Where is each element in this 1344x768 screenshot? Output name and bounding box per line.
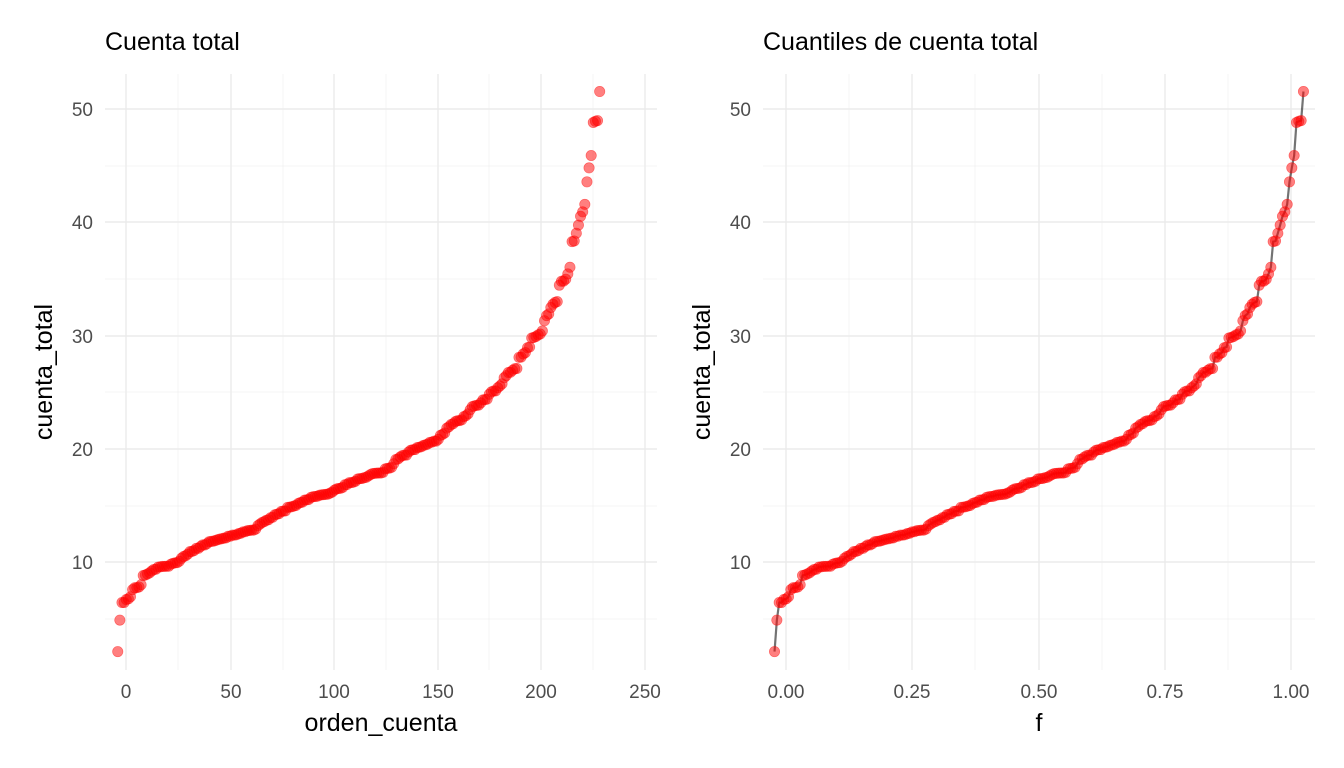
data-point: [579, 198, 591, 210]
x-axis: 0 50 100 150 200 250: [121, 682, 661, 703]
y-tick-label: 40: [72, 213, 93, 234]
y-tick-label: 10: [730, 553, 751, 574]
y-axis-title: cuenta_total: [30, 304, 58, 440]
y-axis: 10 20 30 40 50: [730, 100, 751, 574]
y-tick-label: 10: [72, 553, 93, 574]
chart-title: Cuantiles de cuenta total: [763, 28, 1038, 56]
data-point: [564, 261, 576, 273]
data-point: [583, 162, 595, 174]
data-point: [794, 579, 806, 591]
y-tick-label: 40: [730, 213, 751, 234]
x-tick-label: 0.75: [1147, 682, 1184, 703]
data-point: [536, 325, 548, 337]
y-tick-label: 20: [730, 440, 751, 461]
x-tick-label: 0.00: [768, 682, 805, 703]
y-tick-label: 30: [730, 327, 751, 348]
x-axis: 0.00 0.25 0.50 0.75 1.00: [768, 682, 1310, 703]
y-tick-label: 30: [72, 327, 93, 348]
data-point: [1288, 150, 1300, 162]
data-point: [1297, 85, 1309, 97]
x-axis-title: f: [1036, 709, 1043, 737]
data-point: [1283, 176, 1295, 188]
x-tick-label: 0: [121, 682, 132, 703]
x-tick-label: 100: [318, 682, 350, 703]
data-point: [1235, 325, 1247, 337]
grid: [105, 74, 657, 670]
y-axis: 10 20 30 40 50: [72, 100, 93, 574]
data-point: [1207, 362, 1219, 374]
data-point: [1281, 198, 1293, 210]
data-points: [112, 85, 606, 658]
data-point: [1265, 261, 1277, 273]
x-axis-title: orden_cuenta: [305, 709, 458, 737]
chart-panel-2: Cuantiles de cuenta total 10 20: [688, 28, 1315, 737]
x-tick-label: 250: [629, 682, 661, 703]
grid: [763, 74, 1315, 670]
data-point: [1295, 115, 1307, 127]
chart-panel-1: Cuenta total 10 20: [30, 28, 661, 737]
x-tick-label: 50: [220, 682, 241, 703]
x-tick-label: 0.25: [894, 682, 931, 703]
y-tick-label: 50: [730, 100, 751, 121]
y-tick-label: 20: [72, 440, 93, 461]
x-tick-label: 0.50: [1021, 682, 1058, 703]
y-axis-title: cuenta_total: [688, 304, 716, 440]
x-tick-label: 150: [422, 682, 454, 703]
data-point: [594, 85, 606, 97]
data-points: [769, 85, 1309, 658]
data-point: [112, 646, 124, 658]
data-point: [135, 579, 147, 591]
data-point: [581, 176, 593, 188]
data-point: [1286, 162, 1298, 174]
data-point: [771, 614, 783, 626]
data-point: [551, 296, 563, 308]
y-tick-label: 50: [72, 100, 93, 121]
data-point: [1221, 341, 1233, 353]
data-point: [114, 614, 126, 626]
data-point: [585, 150, 597, 162]
data-point: [511, 362, 523, 374]
data-point: [592, 115, 604, 127]
data-point: [769, 646, 781, 658]
x-tick-label: 1.00: [1273, 682, 1310, 703]
data-point: [1251, 296, 1263, 308]
data-point: [524, 341, 536, 353]
chart-title: Cuenta total: [105, 28, 240, 56]
x-tick-label: 200: [525, 682, 557, 703]
